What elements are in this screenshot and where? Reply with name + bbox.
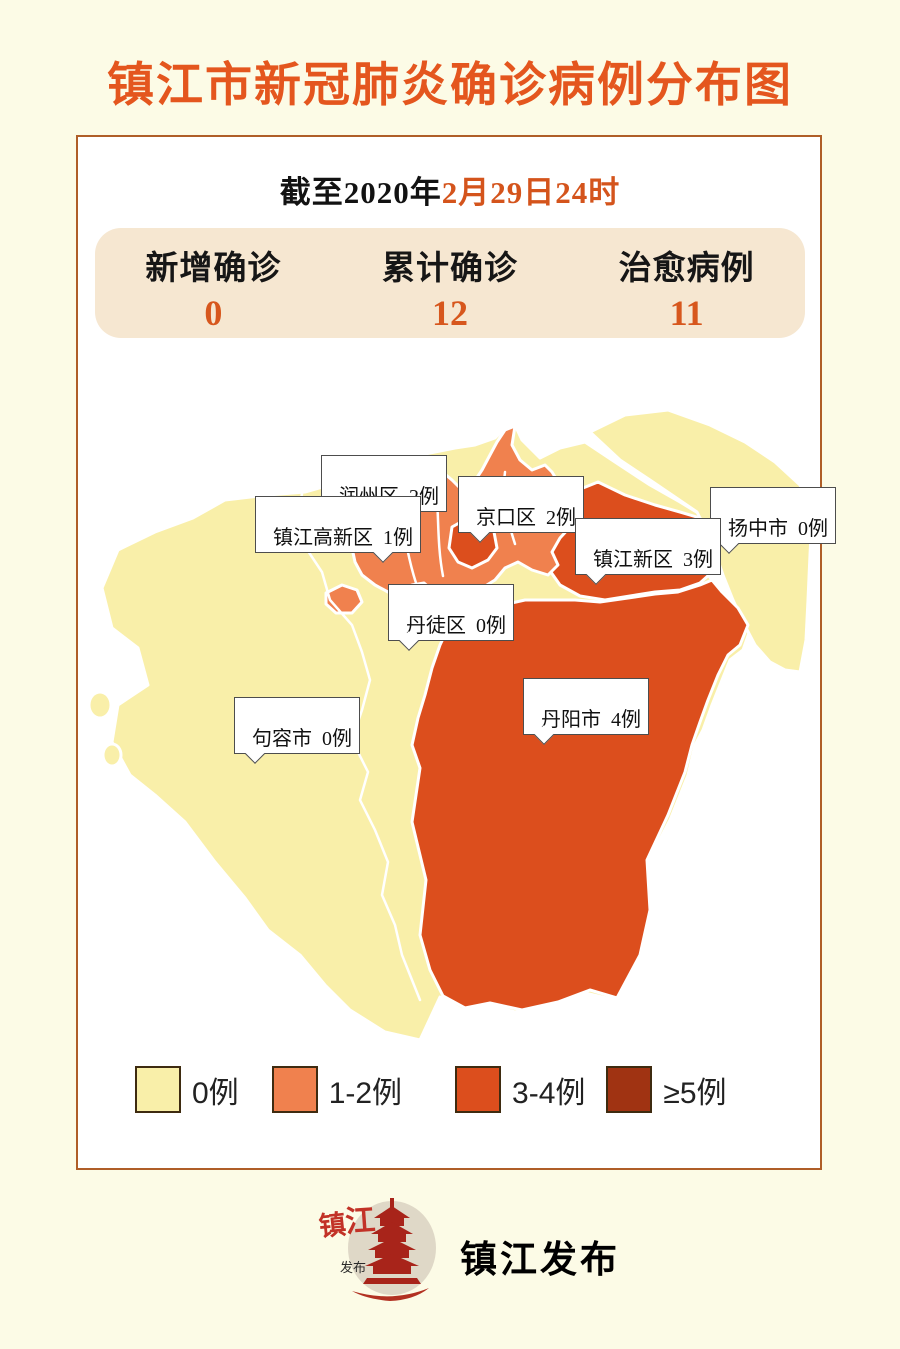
label-text: 镇江新区 3例: [593, 549, 713, 571]
stat-label: 新增确诊: [145, 251, 282, 287]
stat-new-confirmed: 新增确诊 0: [95, 228, 332, 338]
as-of-prefix: 截至2020年: [279, 175, 442, 210]
region-islet-1: [87, 690, 113, 720]
label-text: 镇江高新区 1例: [273, 527, 413, 549]
logo-jiang-text: 江: [344, 1204, 376, 1239]
region-danyang: [410, 578, 750, 1012]
stat-value: 0: [204, 293, 223, 333]
pagoda-icon: [363, 1198, 421, 1284]
legend-item-2: 3-4例: [455, 1066, 585, 1113]
page-title: 镇江市新冠肺炎确诊病例分布图: [107, 60, 793, 112]
legend-label: ≥5例: [663, 1076, 727, 1110]
legend-swatch-0cases: [135, 1066, 181, 1113]
region-yangzhong: [588, 408, 814, 674]
zhenjiang-fabu-logo: 镇 江 发布: [317, 1198, 436, 1301]
logo-fabu-text: 发布: [340, 1260, 366, 1275]
boat-icon: [352, 1288, 429, 1301]
stats-bar: 新增确诊 0 累计确诊 12 治愈病例 11: [95, 228, 805, 338]
region-gaoxin-exclave: [324, 583, 364, 615]
label-danyang: 丹阳市 4例: [523, 678, 649, 745]
legend-label: 0例: [192, 1076, 239, 1110]
legend-label: 3-4例: [512, 1076, 586, 1110]
stat-cured: 治愈病例 11: [568, 228, 805, 338]
stat-total-confirmed: 累计确诊 12: [332, 228, 569, 338]
legend-swatch-3-4cases: [455, 1066, 502, 1113]
brand-text: 镇江发布: [460, 1239, 620, 1280]
as-of-highlight: 2月29日24时: [441, 175, 621, 210]
legend-item-3: ≥5例: [606, 1066, 727, 1113]
legend-swatch-5plus-cases: [606, 1066, 653, 1113]
label-text: 扬中市 0例: [728, 518, 828, 540]
region-islet-2: [101, 742, 123, 768]
legend: 0例 1-2例 3-4例 ≥5例: [135, 1066, 727, 1113]
stat-value: 12: [432, 293, 468, 333]
label-text: 句容市 0例: [252, 728, 352, 750]
logo-zhen-text: 镇: [317, 1209, 347, 1242]
stat-label: 累计确诊: [382, 251, 518, 287]
legend-label: 1-2例: [328, 1076, 403, 1110]
legend-swatch-1-2cases: [271, 1066, 318, 1113]
label-dantu: 丹徒区 0例: [388, 584, 514, 651]
stat-value: 11: [669, 293, 704, 333]
legend-item-1: 1-2例: [271, 1066, 403, 1113]
label-jingkou: 京口区 2例: [458, 476, 584, 543]
legend-item-0: 0例: [135, 1066, 239, 1113]
label-gaoxin: 镇江高新区 1例: [255, 496, 421, 563]
label-text: 丹阳市 4例: [541, 709, 641, 731]
label-xinqu: 镇江新区 3例: [575, 518, 721, 585]
label-text: 京口区 2例: [476, 507, 576, 529]
as-of-date: 截至2020年2月29日24时: [0, 167, 900, 212]
label-text: 丹徒区 0例: [406, 615, 506, 637]
stat-label: 治愈病例: [618, 251, 755, 287]
label-yangzhong: 扬中市 0例: [710, 487, 836, 554]
label-jurong: 句容市 0例: [234, 697, 360, 764]
